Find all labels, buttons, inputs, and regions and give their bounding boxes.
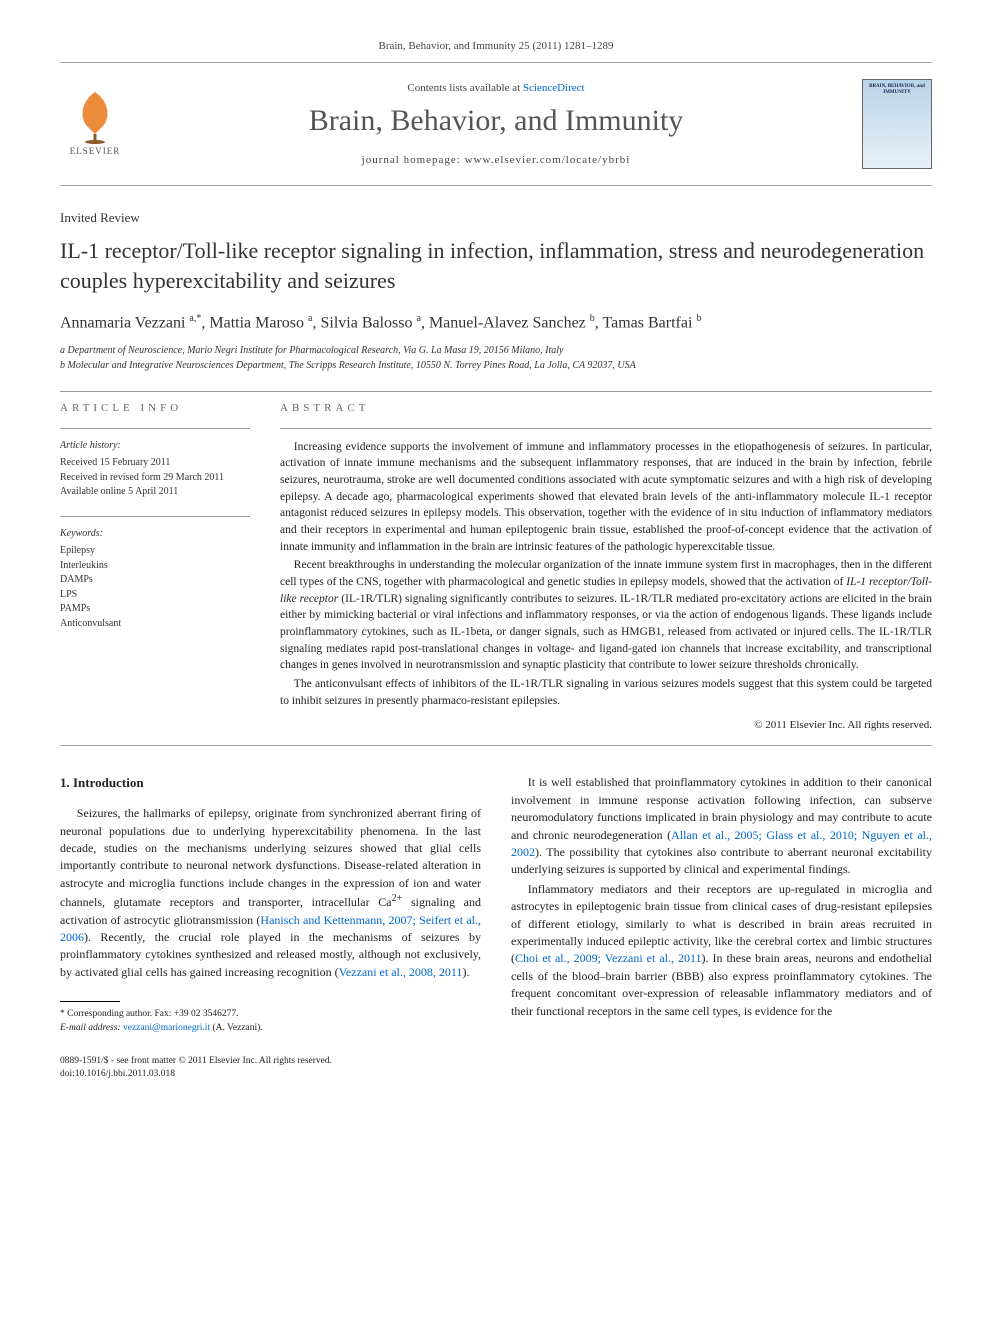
info-divider	[60, 428, 250, 429]
article-title: IL-1 receptor/Toll-like receptor signali…	[60, 236, 932, 295]
masthead: ELSEVIER Contents lists available at Sci…	[60, 69, 932, 179]
journal-cover-thumbnail: BRAIN, BEHAVIOR, and IMMUNITY	[862, 79, 932, 169]
article-type: Invited Review	[60, 210, 932, 226]
citation-link[interactable]: Choi et al., 2009; Vezzani et al., 2011	[515, 951, 702, 965]
footer-meta: 0889-1591/$ - see front matter © 2011 El…	[60, 1055, 481, 1082]
keyword: Interleukins	[60, 559, 250, 574]
email-line: E-mail address: vezzani@marionegri.it (A…	[60, 1022, 481, 1035]
citation-link[interactable]: Allan et al., 2005; Glass et al., 2010; …	[511, 828, 932, 859]
keyword: Epilepsy	[60, 544, 250, 559]
body-columns: 1. Introduction Seizures, the hallmarks …	[60, 774, 932, 1081]
abstract-paragraph: The anticonvulsant effects of inhibitors…	[280, 676, 932, 709]
body-paragraph: Inflammatory mediators and their recepto…	[511, 881, 932, 1020]
email-suffix: (A. Vezzani).	[212, 1023, 262, 1033]
meta-divider-bottom	[60, 745, 932, 746]
keywords-title: Keywords:	[60, 527, 250, 542]
body-column-left: 1. Introduction Seizures, the hallmarks …	[60, 774, 481, 1081]
corresponding-line: * Corresponding author. Fax: +39 02 3546…	[60, 1008, 481, 1021]
article-info-label: ARTICLE INFO	[60, 402, 250, 414]
abstract-copyright: © 2011 Elsevier Inc. All rights reserved…	[280, 719, 932, 731]
article-info-column: ARTICLE INFO Article history: Received 1…	[60, 402, 250, 732]
history-line: Received 15 February 2011	[60, 456, 250, 471]
publisher-name: ELSEVIER	[70, 146, 121, 156]
corresponding-email-link[interactable]: vezzani@marionegri.it	[123, 1023, 210, 1033]
affiliation-line: a Department of Neuroscience, Mario Negr…	[60, 343, 932, 358]
top-divider	[60, 62, 932, 63]
masthead-divider	[60, 185, 932, 186]
running-header: Brain, Behavior, and Immunity 25 (2011) …	[60, 40, 932, 52]
abstract-paragraph: Increasing evidence supports the involve…	[280, 439, 932, 556]
affiliation-line: b Molecular and Integrative Neuroscience…	[60, 358, 932, 373]
section-title: Introduction	[73, 775, 144, 790]
footnote-separator	[60, 1001, 120, 1002]
keyword: Anticonvulsant	[60, 617, 250, 632]
journal-title: Brain, Behavior, and Immunity	[130, 104, 862, 138]
contents-prefix: Contents lists available at	[407, 82, 522, 94]
body-column-right: It is well established that proinflammat…	[511, 774, 932, 1081]
doi-line: doi:10.1016/j.bbi.2011.03.018	[60, 1068, 481, 1081]
elsevier-tree-icon	[65, 84, 125, 144]
sciencedirect-link[interactable]: ScienceDirect	[523, 82, 585, 94]
masthead-center: Contents lists available at ScienceDirec…	[130, 82, 862, 166]
homepage-line: journal homepage: www.elsevier.com/locat…	[130, 154, 862, 166]
abstract-column: ABSTRACT Increasing evidence supports th…	[280, 402, 932, 732]
homepage-url: www.elsevier.com/locate/ybrbi	[465, 154, 631, 166]
contents-line: Contents lists available at ScienceDirec…	[130, 82, 862, 94]
affiliations: a Department of Neuroscience, Mario Negr…	[60, 343, 932, 373]
publisher-logo: ELSEVIER	[60, 84, 130, 164]
meta-divider-top	[60, 391, 932, 392]
body-paragraph: Seizures, the hallmarks of epilepsy, ori…	[60, 805, 481, 981]
abstract-divider	[280, 428, 932, 429]
history-line: Available online 5 April 2011	[60, 485, 250, 500]
authors-line: Annamaria Vezzani a,*, Mattia Maroso a, …	[60, 313, 932, 332]
section-heading: 1. Introduction	[60, 774, 481, 793]
keyword: DAMPs	[60, 573, 250, 588]
abstract-paragraph: Recent breakthroughs in understanding th…	[280, 557, 932, 674]
homepage-prefix: journal homepage:	[362, 154, 465, 166]
keywords-block: Keywords: EpilepsyInterleukinsDAMPsLPSPA…	[60, 527, 250, 632]
body-paragraph: It is well established that proinflammat…	[511, 774, 932, 878]
history-title: Article history:	[60, 439, 250, 454]
abstract-label: ABSTRACT	[280, 402, 932, 414]
keywords-divider	[60, 516, 250, 517]
keyword: PAMPs	[60, 602, 250, 617]
front-matter-line: 0889-1591/$ - see front matter © 2011 El…	[60, 1055, 481, 1068]
info-abstract-row: ARTICLE INFO Article history: Received 1…	[60, 402, 932, 732]
article-history-block: Article history: Received 15 February 20…	[60, 439, 250, 500]
history-line: Received in revised form 29 March 2011	[60, 471, 250, 486]
section-number: 1.	[60, 775, 70, 790]
citation-link[interactable]: Hanisch and Kettenmann, 2007; Seifert et…	[60, 913, 481, 944]
citation-link[interactable]: Vezzani et al., 2008, 2011	[339, 965, 463, 979]
corresponding-footnote: * Corresponding author. Fax: +39 02 3546…	[60, 1008, 481, 1035]
abstract-text: Increasing evidence supports the involve…	[280, 439, 932, 710]
cover-text: BRAIN, BEHAVIOR, and IMMUNITY	[867, 84, 927, 95]
email-label: E-mail address:	[60, 1023, 121, 1033]
keyword: LPS	[60, 588, 250, 603]
